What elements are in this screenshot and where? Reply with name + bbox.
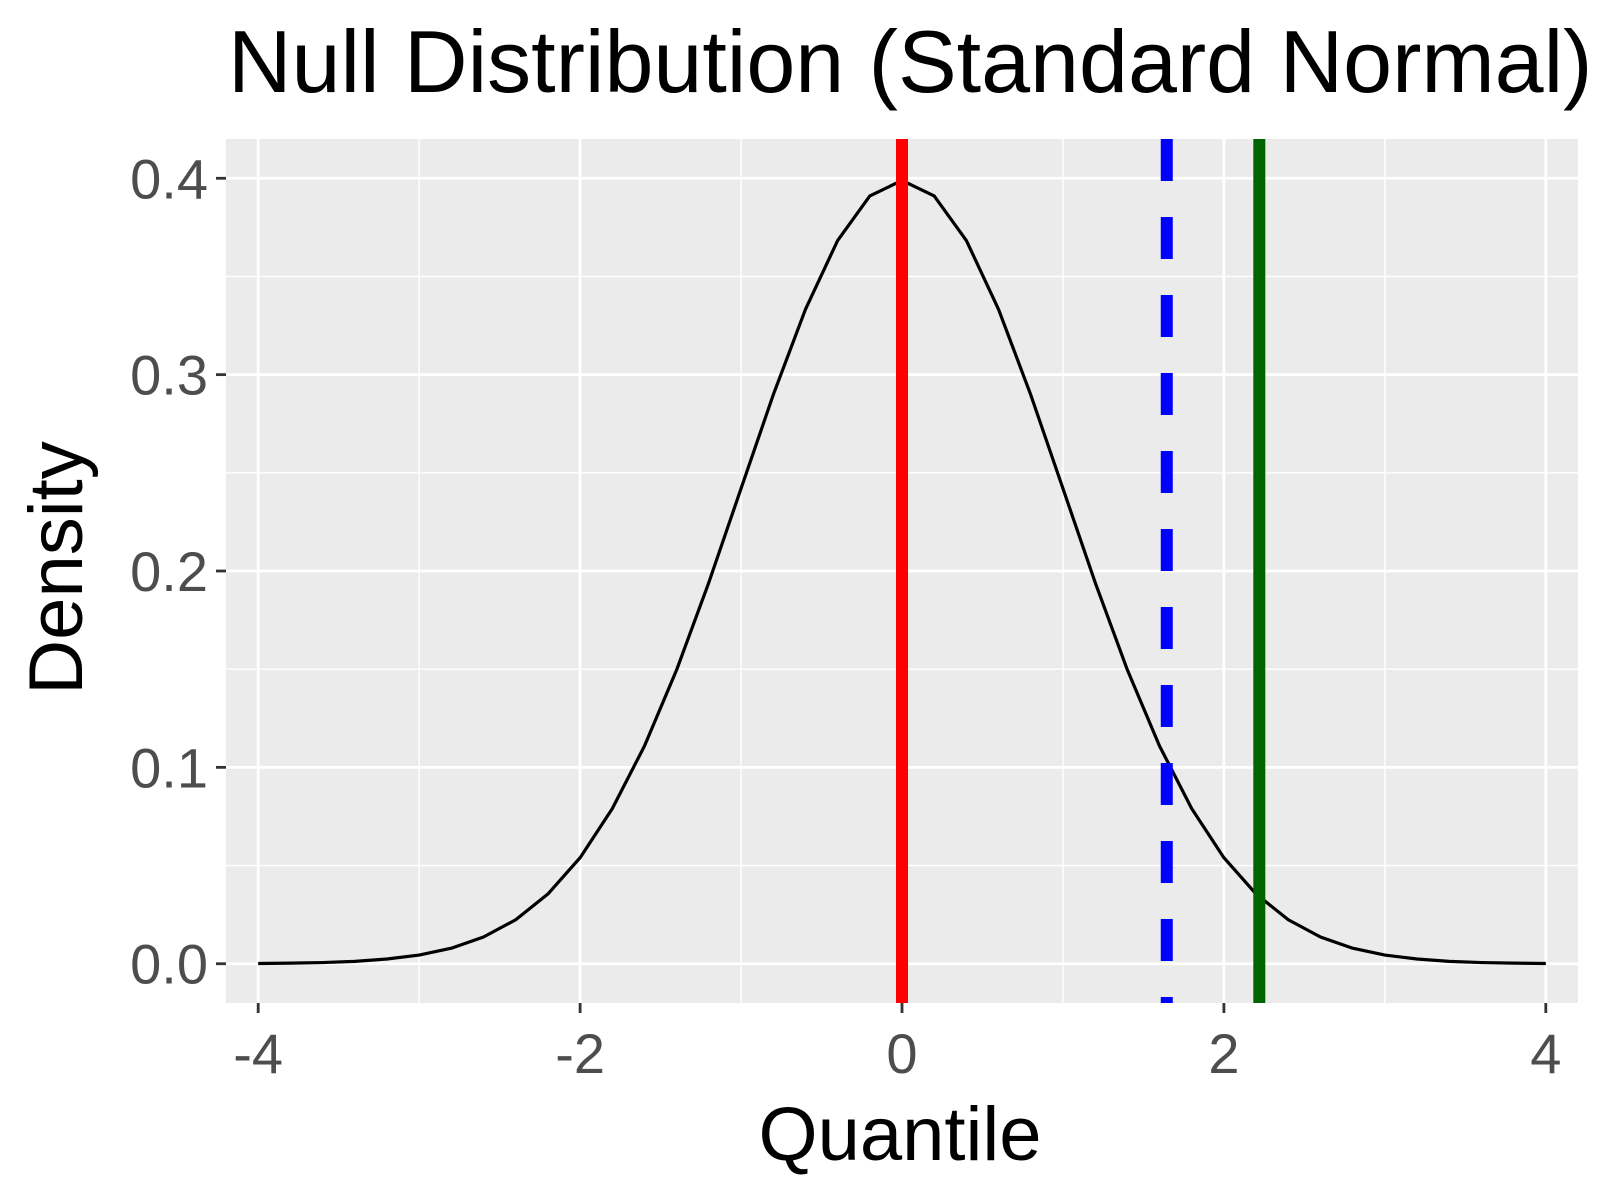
- x-tick-label: 4: [1530, 1022, 1561, 1085]
- y-tick-label: 0.4: [130, 147, 208, 210]
- x-axis-title: Quantile: [758, 1092, 1041, 1177]
- data-layer: [258, 139, 1546, 1003]
- chart-title: Null Distribution (Standard Normal): [228, 12, 1592, 111]
- y-axis-title: Density: [14, 441, 99, 694]
- y-tick-label: 0.0: [130, 933, 208, 996]
- x-tick-label: 0: [886, 1022, 917, 1085]
- y-tick-label: 0.2: [130, 540, 208, 603]
- x-tick-label: -4: [233, 1022, 283, 1085]
- axes: -4 -2 0 2 4 0.0 0.1 0.2 0.3 0.4: [130, 147, 1561, 1085]
- y-tick-label: 0.1: [130, 736, 208, 799]
- x-tick-label: -2: [555, 1022, 605, 1085]
- y-tick-label: 0.3: [130, 344, 208, 407]
- x-tick-label: 2: [1208, 1022, 1239, 1085]
